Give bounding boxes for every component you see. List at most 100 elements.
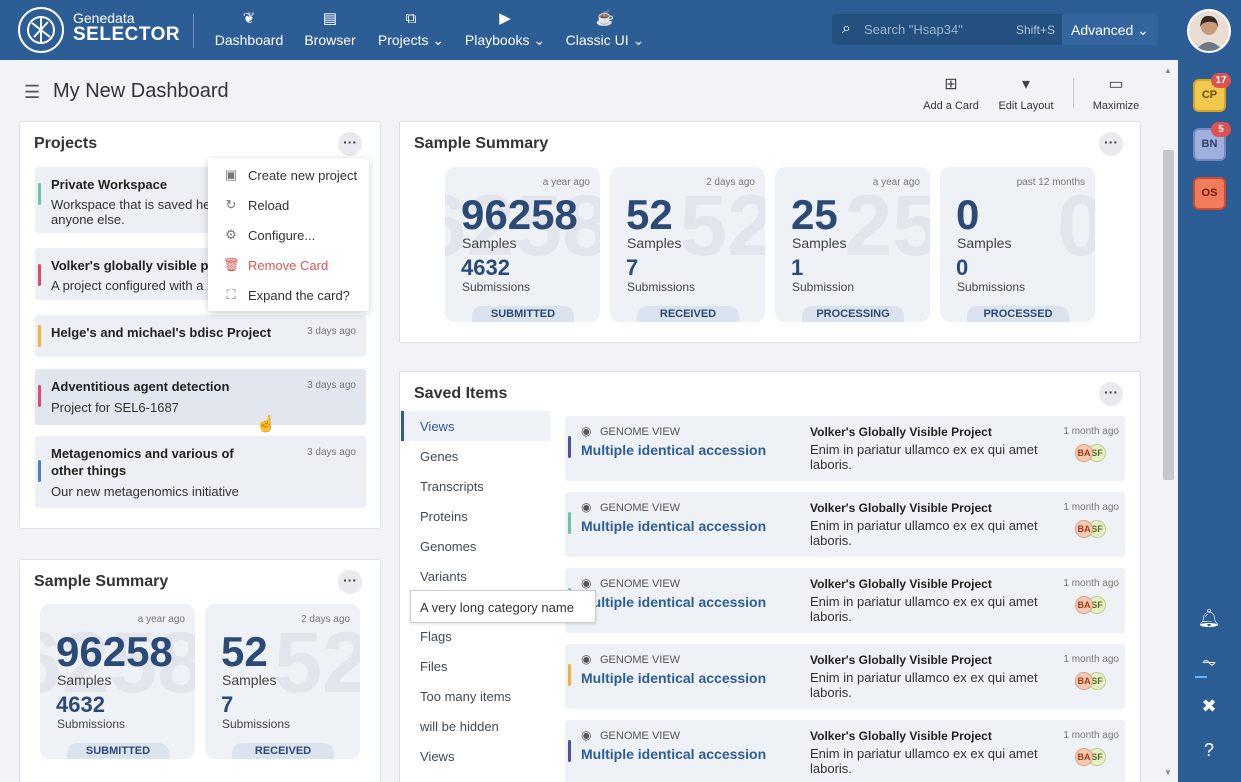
stat-tile-received[interactable]: 52 2 days ago 52 Samples 7 Submissions R… [610, 167, 765, 322]
category-variants[interactable]: Variants [420, 569, 467, 584]
add-card-button[interactable]: ⊞ Add a Card [922, 74, 980, 112]
user-avatar[interactable] [1187, 9, 1231, 53]
project-item[interactable]: Adventitious agent detection Project for… [35, 369, 366, 425]
stat-tile-processing[interactable]: 25 a year ago 25 Samples 1 Submission PR… [775, 167, 930, 322]
search-shortcut: Shift+S [1016, 23, 1056, 37]
genedata-logo[interactable] [18, 7, 64, 53]
menu-label: Reload [248, 198, 290, 213]
tile-time: 2 days ago [706, 177, 755, 188]
search-box[interactable]: ⌕ Search "Hsap34" Shift+S Advanced ⌄ [832, 14, 1158, 45]
eye-icon: ◉ [581, 424, 592, 438]
category-genes[interactable]: Genes [420, 449, 459, 464]
category-genomes[interactable]: Genomes [420, 539, 477, 554]
tile-subs-label: Submissions [57, 717, 126, 731]
notification-count: 17 [1211, 73, 1231, 88]
category-flags[interactable]: Flags [420, 629, 452, 644]
search-mode-dropdown[interactable]: Advanced ⌄ [1062, 14, 1158, 45]
menu-label: Expand the card? [248, 288, 350, 303]
item-type: GENOME VIEW [600, 578, 681, 590]
card-more-button[interactable]: ··· [338, 570, 362, 594]
item-time: 1 month ago [1063, 730, 1119, 741]
saved-item-row[interactable]: ◉ GENOME VIEW Multiple identical accessi… [565, 644, 1125, 709]
nav-playbooks[interactable]: ▶ Playbooks ⌄ [464, 10, 546, 52]
hamburger-menu-icon[interactable]: ☰ [24, 82, 41, 102]
item-name[interactable]: Multiple identical accession [581, 746, 767, 762]
category-views-2[interactable]: Views [420, 749, 455, 764]
item-type: GENOME VIEW [600, 502, 681, 514]
item-project: Volker's Globally Visible Project [810, 425, 992, 439]
nav-label: Projects [377, 32, 429, 48]
saved-item-row[interactable]: ◉ GENOME VIEW Multiple identical accessi… [565, 416, 1125, 481]
nav-dashboard[interactable]: ❦ Dashboard [214, 10, 284, 52]
project-item[interactable]: Helge's and michael's bdisc Project 3 da… [35, 315, 366, 357]
nav-projects[interactable]: ⧉ Projects ⌄ [376, 10, 446, 52]
menu-create-project[interactable]: ▣ Create new project [208, 160, 369, 190]
category-files[interactable]: Files [420, 659, 448, 674]
item-name[interactable]: Multiple identical accession [581, 594, 767, 610]
tile-samples-count: 96258 [56, 628, 173, 675]
edit-layout-button[interactable]: ▾ Edit Layout [996, 74, 1056, 112]
card-title: Saved Items [414, 385, 508, 402]
saved-item-row[interactable]: ◉ GENOME VIEW Multiple identical accessi… [565, 720, 1125, 782]
nav-label: Playbooks [464, 32, 530, 48]
maximize-button[interactable]: ▭ Maximize [1090, 74, 1142, 112]
activity-icon[interactable]: ⏦ [1201, 652, 1217, 672]
nav-classic-ui[interactable]: ☕ Classic UI ⌄ [565, 10, 645, 52]
workspace-badge-bn[interactable]: BN 5 [1193, 122, 1231, 161]
menu-configure[interactable]: ⚙ Configure... [208, 220, 369, 250]
stat-tile-processed[interactable]: 0 past 12 months 0 Samples 0 Submissions… [940, 167, 1095, 322]
item-name[interactable]: Multiple identical accession [581, 442, 767, 458]
bell-icon[interactable]: 🔔︎ [1197, 608, 1221, 628]
project-color-bar [38, 385, 41, 407]
saved-item-row[interactable]: ◉ GENOME VIEW Multiple identical accessi… [565, 568, 1125, 633]
item-name[interactable]: Multiple identical accession [581, 518, 767, 534]
menu-remove-card[interactable]: 🗑︎ Remove Card [208, 250, 369, 280]
scroll-thumb[interactable] [1163, 150, 1174, 480]
item-type: GENOME VIEW [600, 426, 681, 438]
notification-count: 5 [1211, 122, 1231, 137]
workspace-badge-os[interactable]: OS [1193, 177, 1226, 210]
tile-subs-label: Submissions [627, 280, 696, 294]
menu-reload[interactable]: ↻ Reload [208, 190, 369, 220]
item-desc: Enim in pariatur ullamco ex ex qui amet … [810, 594, 1038, 624]
tile-status: SUBMITTED [472, 306, 574, 322]
stat-tile-submitted[interactable]: 96258 a year ago 96258 Samples 4632 Subm… [40, 604, 195, 759]
sample-summary-card: Sample Summary ··· 96258 a year ago 9625… [399, 121, 1141, 343]
gear-icon: ⚙ [225, 227, 237, 242]
project-name: Helge's and michael's bdisc Project [51, 325, 272, 340]
category-transcripts[interactable]: Transcripts [420, 479, 484, 494]
tile-samples-count: 96258 [461, 191, 578, 238]
item-time: 1 month ago [1063, 578, 1119, 589]
stat-tile-received[interactable]: 52 2 days ago 52 Samples 7 Submissions R… [205, 604, 360, 759]
tools-icon[interactable]: ✖ [1201, 696, 1217, 716]
tile-samples-label: Samples [462, 235, 517, 251]
tile-watermark: 52 [679, 178, 765, 274]
scroll-down-arrow[interactable]: ▼ [1164, 768, 1172, 777]
sample-summary-card-small: Sample Summary ··· 96258 a year ago 9625… [19, 559, 381, 782]
menu-expand-card[interactable]: ⛶ Expand the card? [208, 280, 369, 310]
brand-line2: SELECTOR [73, 24, 181, 45]
stat-tile-submitted[interactable]: 96258 a year ago 96258 Samples 4632 Subm… [445, 167, 600, 322]
category-views[interactable]: Views [401, 411, 550, 441]
help-icon[interactable]: ? [1203, 740, 1214, 760]
trash-icon: 🗑︎ [223, 257, 240, 272]
nav-browser[interactable]: ▤ Browser [302, 10, 358, 52]
card-more-button[interactable]: ··· [1099, 382, 1123, 406]
window-icon: ▭ [1108, 76, 1124, 93]
saved-item-row[interactable]: ◉ GENOME VIEW Multiple identical accessi… [565, 492, 1125, 557]
category-too-many-items[interactable]: Too many items [420, 689, 512, 704]
play-circle-icon: ▶ [499, 10, 511, 27]
category-proteins[interactable]: Proteins [420, 509, 468, 524]
card-more-button[interactable]: ··· [1099, 132, 1123, 156]
page-scrollbar[interactable]: ▲ ▼ [1160, 60, 1178, 782]
search-input[interactable]: Search "Hsap34" [864, 22, 963, 37]
cup-icon: ☕ [595, 10, 615, 27]
avatar: BA [1075, 596, 1093, 614]
card-more-button[interactable]: ··· [338, 132, 362, 156]
project-item[interactable]: Metagenomics and various of other things… [35, 436, 366, 508]
project-color-bar [38, 264, 41, 286]
scroll-up-arrow[interactable]: ▲ [1164, 66, 1172, 75]
workspace-badge-cp[interactable]: CP 17 [1193, 73, 1231, 112]
item-name[interactable]: Multiple identical accession [581, 670, 767, 686]
category-will-be-hidden[interactable]: will be hidden [420, 719, 499, 734]
